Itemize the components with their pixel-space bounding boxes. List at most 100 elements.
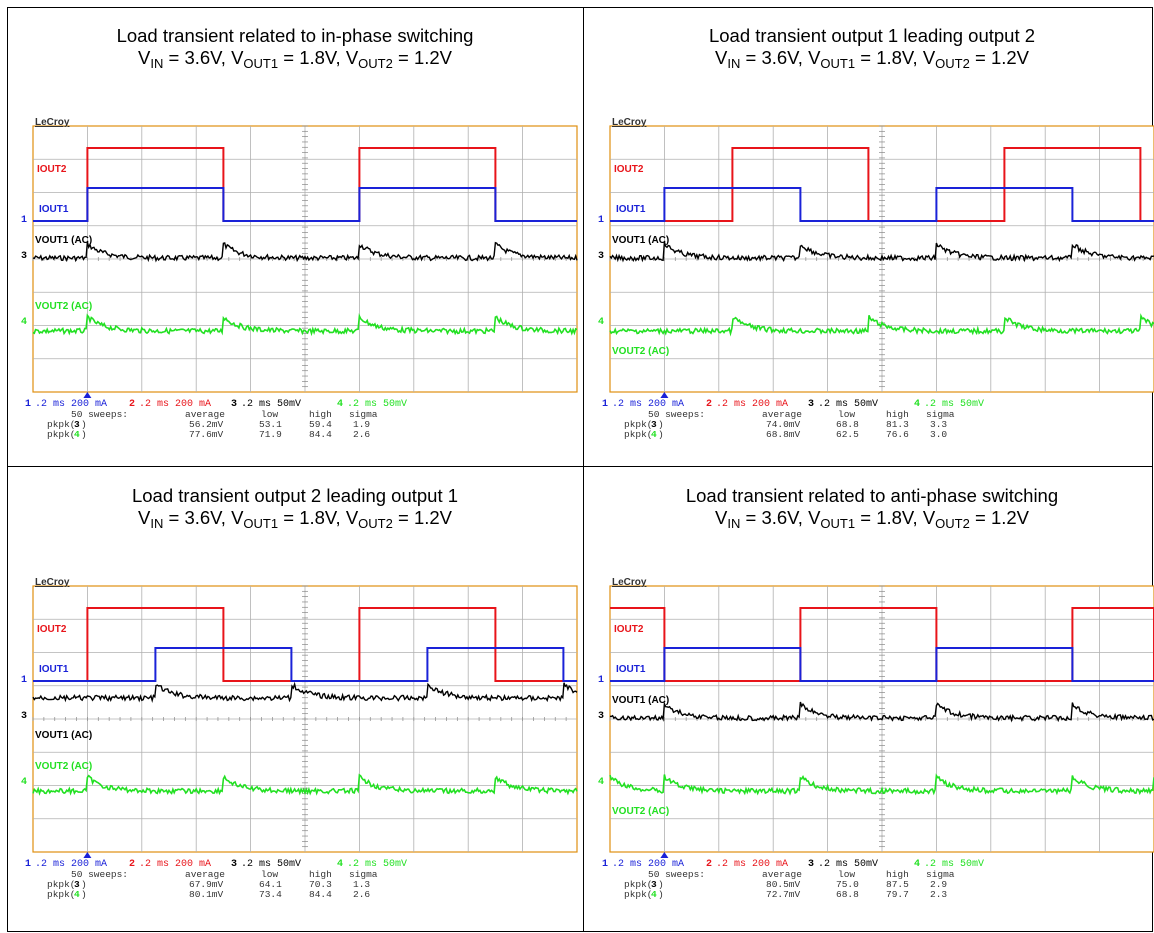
stats-average: 68.8mV <box>766 429 801 440</box>
trigger-marker <box>660 392 669 398</box>
stats-row-paren: ) <box>81 879 87 890</box>
stats-average: 80.1mV <box>189 889 224 900</box>
scope-brand: LeCroy <box>35 117 70 128</box>
stats-average: 72.7mV <box>766 889 801 900</box>
stats-column-header: low <box>261 409 278 420</box>
stats-low: 71.9 <box>259 429 282 440</box>
stats-high: 59.4 <box>309 419 332 430</box>
marker-ch1: 1 <box>21 215 27 226</box>
stats-row-label: pkpk( <box>624 419 653 430</box>
channel-number: 1 <box>25 859 31 870</box>
stats-row-channel: 4 <box>651 889 657 900</box>
channel-number: 3 <box>231 859 237 870</box>
channel-number: 3 <box>808 399 814 410</box>
vout1-trace <box>32 681 578 704</box>
label-vout1: VOUT1 (AC) <box>35 235 92 246</box>
stats-row-label: pkpk( <box>624 889 653 900</box>
channel-number: 4 <box>337 859 343 870</box>
stats-high: 81.3 <box>886 419 909 430</box>
panel-title: Load transient output 2 leading output 1 <box>131 485 459 506</box>
label-iout1: IOUT1 <box>616 664 646 675</box>
channel-setting: .2 ms 200 mA <box>612 399 684 410</box>
panel-conditions: VIN = 3.6V, VOUT1 = 1.8V, VOUT2 = 1.2V <box>715 507 1029 531</box>
stats-row-label: pkpk( <box>47 429 76 440</box>
panel-3: Load transient output 2 leading output 1… <box>7 467 583 926</box>
marker-ch3: 3 <box>21 711 27 722</box>
marker-ch1: 1 <box>598 675 604 686</box>
stats-sigma: 2.6 <box>353 889 370 900</box>
stats-column-header: average <box>185 409 225 420</box>
panel-title: Load transient related to in-phase switc… <box>116 25 474 46</box>
channel-setting: .2 ms 200 mA <box>716 859 788 870</box>
stats-high: 70.3 <box>309 879 332 890</box>
iout1-trace <box>33 647 577 682</box>
stats-row-paren: ) <box>81 429 87 440</box>
label-iout1: IOUT1 <box>39 204 69 215</box>
vout1-trace <box>609 241 1154 263</box>
stats-column-header: average <box>185 869 225 880</box>
label-vout1: VOUT1 (AC) <box>612 695 669 706</box>
figure-grid <box>7 7 1153 932</box>
stats-sweeps: 50 sweeps: <box>648 409 705 420</box>
channel-number: 2 <box>706 399 712 410</box>
panel-conditions: VIN = 3.6V, VOUT1 = 1.8V, VOUT2 = 1.2V <box>138 47 452 71</box>
label-iout2: IOUT2 <box>614 164 644 175</box>
stats-row-label: pkpk( <box>47 419 76 430</box>
stats-row-paren: ) <box>658 419 664 430</box>
channel-number: 2 <box>706 859 712 870</box>
channel-setting: .2 ms 50mV <box>924 859 984 870</box>
channel-number: 4 <box>337 399 343 410</box>
channel-number: 4 <box>914 399 920 410</box>
grid-divider-horizontal <box>7 466 1153 467</box>
stats-column-header: sigma <box>349 409 378 420</box>
panel-2: Load transient output 1 leading output 2… <box>584 7 1154 466</box>
channel-setting: .2 ms 200 mA <box>35 859 107 870</box>
stats-column-header: high <box>309 869 332 880</box>
trigger-marker <box>83 392 92 398</box>
vout2-trace <box>609 773 1154 796</box>
stats-sigma: 3.0 <box>930 429 947 440</box>
stats-row-paren: ) <box>658 889 664 900</box>
label-vout2: VOUT2 (AC) <box>35 761 92 772</box>
marker-ch4: 4 <box>21 777 27 788</box>
stats-column-header: average <box>762 409 802 420</box>
stats-sigma: 2.6 <box>353 429 370 440</box>
label-iout2: IOUT2 <box>614 624 644 635</box>
stats-low: 64.1 <box>259 879 282 890</box>
stats-row-paren: ) <box>658 429 664 440</box>
stats-average: 56.2mV <box>189 419 224 430</box>
stats-column-header: high <box>886 409 909 420</box>
stats-average: 67.9mV <box>189 879 224 890</box>
stats-row-paren: ) <box>81 889 87 900</box>
panel-title: Load transient related to anti-phase swi… <box>685 485 1059 506</box>
trigger-marker <box>660 852 669 858</box>
channel-setting: .2 ms 200 mA <box>139 399 211 410</box>
iout1-trace <box>610 187 1154 222</box>
marker-ch1: 1 <box>598 215 604 226</box>
stats-column-header: low <box>838 869 855 880</box>
label-vout2: VOUT2 (AC) <box>612 346 669 357</box>
label-iout2: IOUT2 <box>37 624 67 635</box>
stats-row-channel: 4 <box>74 889 80 900</box>
stats-low: 53.1 <box>259 419 282 430</box>
channel-number: 1 <box>602 859 608 870</box>
stats-sigma: 1.3 <box>353 879 370 890</box>
channel-number: 1 <box>602 399 608 410</box>
stats-low: 73.4 <box>259 889 282 900</box>
stats-row-channel: 3 <box>651 419 657 430</box>
stats-low: 68.8 <box>836 889 859 900</box>
vout2-trace <box>32 313 578 337</box>
vout1-trace <box>32 241 578 263</box>
stats-sweeps: 50 sweeps: <box>648 869 705 880</box>
panel-conditions: VIN = 3.6V, VOUT1 = 1.8V, VOUT2 = 1.2V <box>715 47 1029 71</box>
iout1-trace <box>33 187 577 222</box>
stats-row-channel: 4 <box>74 429 80 440</box>
scope-brand: LeCroy <box>612 577 647 588</box>
stats-column-header: sigma <box>926 869 955 880</box>
stats-high: 84.4 <box>309 889 332 900</box>
channel-number: 2 <box>129 399 135 410</box>
grid-divider-vertical <box>583 7 584 932</box>
stats-high: 76.6 <box>886 429 909 440</box>
marker-ch4: 4 <box>598 317 604 328</box>
channel-setting: .2 ms 50mV <box>347 399 407 410</box>
